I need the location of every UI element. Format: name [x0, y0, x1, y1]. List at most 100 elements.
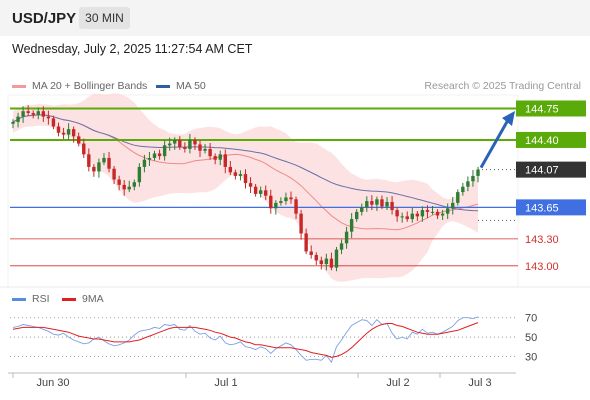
- candle-body: [349, 219, 354, 232]
- candle-body: [375, 199, 379, 205]
- legend-ma50: MA 50: [156, 80, 206, 92]
- candle-body: [107, 157, 111, 169]
- candle-body: [400, 216, 404, 218]
- candle-body: [132, 182, 137, 187]
- candle-body: [248, 183, 253, 187]
- candle-body: [183, 147, 187, 149]
- level-label: 144.07: [525, 165, 559, 177]
- candle-body: [274, 202, 278, 209]
- candle-body: [82, 143, 86, 155]
- candle-body: [87, 154, 91, 167]
- candle-body: [31, 112, 35, 115]
- x-tick-label: Jul 3: [468, 377, 491, 389]
- candle-body: [370, 201, 374, 205]
- candle-body: [173, 139, 177, 144]
- candle-body: [380, 199, 384, 207]
- candle-body: [360, 207, 364, 212]
- legend-ma20-label: MA 20 + Bollinger Bands: [32, 80, 148, 92]
- rsi-tick-label: 50: [525, 332, 537, 344]
- candle-body: [461, 186, 465, 193]
- candle-body: [36, 111, 40, 115]
- candle-body: [188, 139, 192, 149]
- rsi-line: [12, 316, 479, 364]
- candle-body: [395, 210, 399, 217]
- projection-arrow: [479, 119, 510, 169]
- legend-9ma-label: 9MA: [82, 293, 104, 305]
- candle-body: [16, 116, 20, 122]
- candle-body: [329, 258, 334, 268]
- candle-body: [112, 168, 116, 180]
- candle-body: [410, 213, 414, 220]
- candle-body: [147, 157, 152, 160]
- current-price-badge: [516, 161, 586, 178]
- candle-body: [425, 210, 430, 212]
- candle-body: [11, 121, 15, 124]
- rsi-tick-label: 70: [525, 313, 537, 325]
- ma20-swatch: [12, 84, 26, 88]
- candle-body: [228, 166, 233, 173]
- candle-body: [445, 208, 450, 214]
- candle-body: [122, 184, 126, 190]
- candle-body: [430, 211, 435, 213]
- candle-body: [456, 192, 460, 203]
- legend-rsi-label: RSI: [32, 293, 50, 305]
- candle-body: [420, 210, 425, 217]
- candle-body: [178, 139, 182, 148]
- candle-body: [21, 111, 25, 117]
- candle-body: [299, 213, 303, 234]
- candle-body: [319, 260, 324, 265]
- candle-body: [223, 154, 227, 167]
- candle-body: [243, 174, 248, 184]
- level-label: 144.75: [525, 103, 559, 115]
- x-tick-label: Jun 30: [36, 377, 69, 389]
- candle-body: [92, 166, 96, 172]
- rsi-9ma-line: [12, 322, 479, 358]
- legend-ma20: MA 20 + Bollinger Bands: [12, 80, 147, 92]
- level-label: 144.40: [525, 135, 559, 147]
- candle-body: [405, 216, 409, 220]
- candle-body: [218, 154, 222, 160]
- candle-body: [61, 132, 66, 135]
- ma50-line: [12, 114, 479, 212]
- candle-body: [354, 211, 359, 220]
- candle-body: [339, 243, 344, 250]
- candle-body: [284, 197, 288, 202]
- candle-body: [208, 148, 212, 157]
- candle-body: [162, 145, 167, 157]
- timestamp: Wednesday, July 2, 2025 11:27:54 AM CET: [12, 42, 253, 56]
- candle-body: [324, 258, 329, 265]
- candle-body: [334, 249, 339, 268]
- candle-body: [51, 118, 56, 127]
- level-label: 143.00: [525, 261, 559, 273]
- x-tick-label: Jul 1: [214, 377, 237, 389]
- research-credit: Research © 2025 Trading Central: [424, 80, 581, 92]
- candle-body: [203, 148, 207, 151]
- candle-body: [279, 201, 283, 203]
- candle-body: [167, 143, 172, 146]
- candle-body: [385, 201, 389, 207]
- timeframe-badge[interactable]: 30 MIN: [79, 7, 130, 29]
- candle-body: [127, 186, 131, 190]
- candle-body: [77, 136, 81, 144]
- candle-body: [46, 116, 51, 119]
- candle-body: [41, 111, 46, 117]
- level-label: 143.30: [525, 234, 559, 246]
- candle-body: [435, 211, 440, 216]
- candle-body: [269, 195, 273, 209]
- resistance-badge: [516, 131, 586, 148]
- candle-body: [117, 179, 121, 185]
- candle-body: [264, 190, 268, 196]
- candle-body: [471, 175, 475, 182]
- 9ma-swatch: [62, 297, 76, 301]
- candle-body: [56, 126, 61, 133]
- candle-body: [415, 213, 420, 217]
- rsi-tick-label: 30: [525, 351, 537, 363]
- candle-body: [365, 201, 369, 208]
- candle-body: [26, 111, 30, 113]
- candle-body: [137, 166, 142, 183]
- candle-body: [71, 129, 76, 137]
- candle-body: [314, 255, 318, 261]
- candle-body: [193, 139, 197, 145]
- candle-body: [198, 144, 202, 151]
